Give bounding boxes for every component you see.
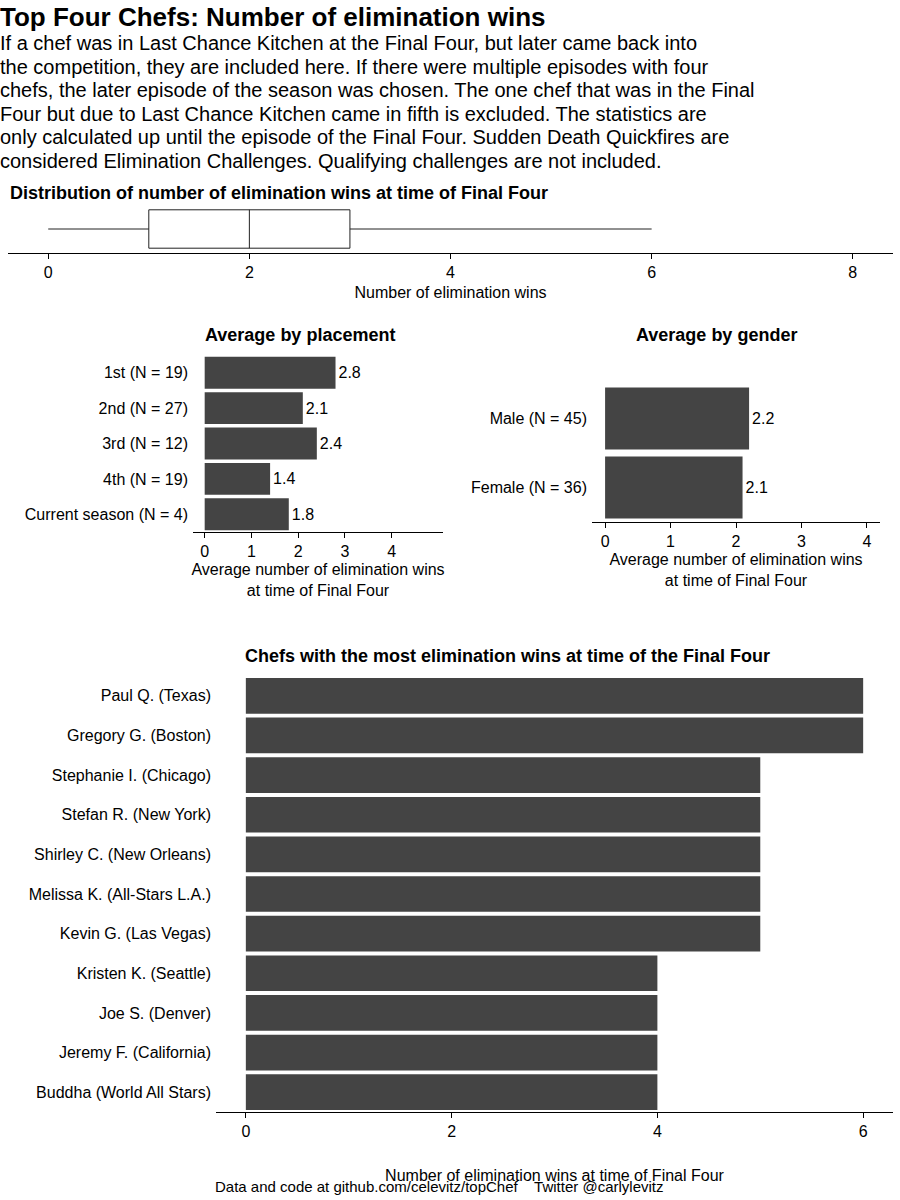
svg-text:2: 2 [245, 264, 254, 281]
svg-text:Kevin G. (Las Vegas): Kevin G. (Las Vegas) [60, 925, 211, 942]
svg-text:1.4: 1.4 [273, 470, 295, 487]
svg-text:3: 3 [797, 533, 806, 550]
svg-text:0: 0 [200, 543, 209, 560]
svg-text:4: 4 [653, 1123, 662, 1140]
svg-text:2: 2 [294, 543, 303, 560]
html-text:Top Four Chefs: Number of elim: Top Four Chefs: Number of elimination wi… [0, 2, 546, 32]
svg-text:4: 4 [387, 543, 396, 560]
svg-text:3: 3 [340, 543, 349, 560]
html-text:Four but due to Last Chance Ki: Four but due to Last Chance Kitchen came… [0, 102, 707, 125]
svg-text:Joe S. (Denver): Joe S. (Denver) [99, 1005, 211, 1022]
svg-text:2.2: 2.2 [752, 410, 774, 427]
svg-text:4th (N = 19): 4th (N = 19) [103, 471, 188, 488]
svg-text:6: 6 [859, 1123, 868, 1140]
html-text:Data and code at github.com/ce: Data and code at github.com/celevitz/top… [215, 1178, 664, 1195]
svg-text:0: 0 [241, 1123, 250, 1140]
svg-text:Buddha (World All Stars): Buddha (World All Stars) [36, 1084, 211, 1101]
svg-text:1.8: 1.8 [292, 506, 314, 523]
svg-text:Average number of elimination: Average number of elimination winsat tim… [609, 551, 862, 589]
svg-text:Female (N = 36): Female (N = 36) [471, 479, 587, 496]
svg-text:0: 0 [44, 264, 53, 281]
svg-text:1st (N = 19): 1st (N = 19) [104, 364, 188, 381]
svg-text:2.1: 2.1 [746, 479, 768, 496]
svg-text:Current season (N = 4): Current season (N = 4) [25, 506, 188, 523]
svg-text:1: 1 [247, 543, 256, 560]
svg-text:Jeremy F. (California): Jeremy F. (California) [59, 1044, 211, 1061]
html-text:If a chef was in Last Chance K: If a chef was in Last Chance Kitchen at … [0, 32, 697, 54]
svg-text:Number of elimination wins: Number of elimination wins [354, 284, 546, 301]
svg-text:Gregory G. (Boston): Gregory G. (Boston) [67, 727, 211, 744]
svg-text:2.8: 2.8 [339, 364, 361, 381]
svg-text:2: 2 [732, 533, 741, 550]
svg-text:Stephanie I. (Chicago): Stephanie I. (Chicago) [52, 767, 211, 784]
svg-text:Stefan R. (New York): Stefan R. (New York) [62, 806, 211, 823]
svg-text:8: 8 [848, 264, 857, 281]
svg-text:Kristen K. (Seattle): Kristen K. (Seattle) [77, 965, 211, 982]
svg-text:1: 1 [666, 533, 675, 550]
svg-text:4: 4 [862, 533, 871, 550]
svg-text:Paul Q. (Texas): Paul Q. (Texas) [101, 687, 211, 704]
svg-text:6: 6 [647, 264, 656, 281]
svg-text:Shirley C. (New Orleans): Shirley C. (New Orleans) [34, 846, 211, 863]
svg-text:Chefs with the most eliminatio: Chefs with the most elimination wins at … [245, 646, 770, 666]
svg-text:Male (N = 45): Male (N = 45) [490, 410, 587, 427]
svg-text:Melissa K. (All-Stars L.A.): Melissa K. (All-Stars L.A.) [29, 886, 211, 903]
svg-text:Distribution of number of elim: Distribution of number of elimination wi… [10, 183, 548, 203]
svg-text:Average number of elimination: Average number of elimination winsat tim… [191, 561, 444, 599]
svg-text:0: 0 [601, 533, 610, 550]
html-text:chefs, the later episode of th: chefs, the later episode of the season w… [0, 79, 755, 102]
svg-text:Number of elimination wins at: Number of elimination wins at time of Fi… [385, 1166, 724, 1184]
svg-text:4: 4 [446, 264, 455, 281]
svg-text:2.1: 2.1 [306, 400, 328, 417]
svg-text:2nd (N = 27): 2nd (N = 27) [99, 400, 188, 417]
svg-text:Average by gender: Average by gender [636, 325, 797, 345]
html-text:considered Elimination Challen: considered Elimination Challenges. Quali… [0, 150, 662, 172]
svg-text:3rd (N = 12): 3rd (N = 12) [102, 435, 188, 452]
svg-text:2.4: 2.4 [320, 435, 342, 452]
html-text:only calculated up until the e: only calculated up until the episode of … [0, 126, 730, 149]
html-text:the competition, they are incl: the competition, they are included here.… [0, 55, 709, 78]
svg-text:Average by placement: Average by placement [205, 325, 395, 345]
svg-text:2: 2 [447, 1123, 456, 1140]
